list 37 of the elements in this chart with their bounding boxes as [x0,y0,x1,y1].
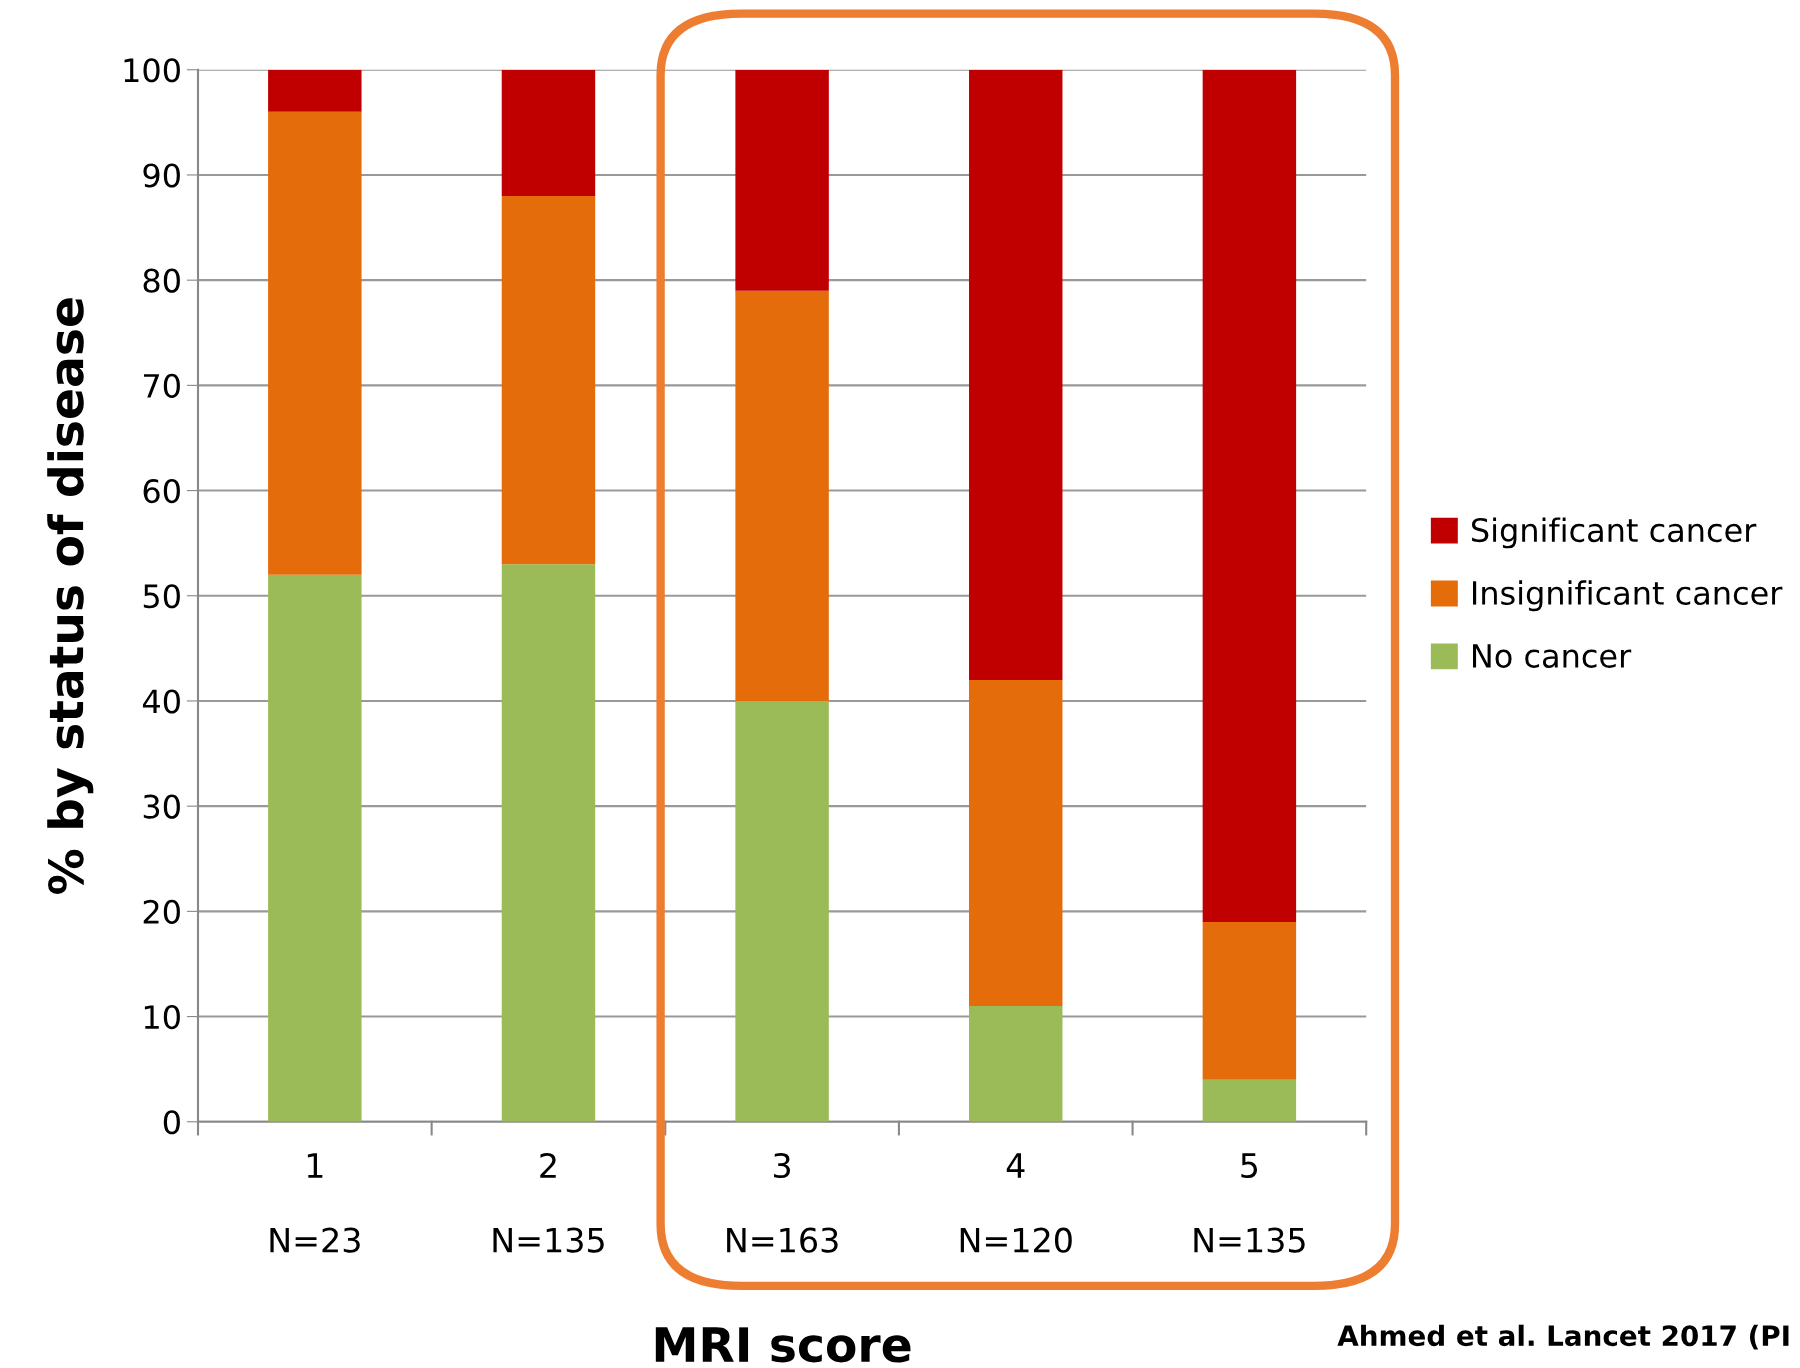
bar [1202,921,1297,1080]
y-tick-label: 90 [143,163,180,188]
legend-label: Insignificant cancer [1473,580,1783,612]
y-tick-label: 40 [142,689,180,714]
bar [268,574,362,1122]
bar [1202,1079,1297,1122]
bar [969,69,1063,680]
bar [735,69,829,291]
y-tick-label: 20 [143,899,180,924]
bar [501,564,596,1122]
legend-label: No cancer [1473,644,1632,668]
bar [1202,69,1297,922]
y-tick-label: 0 [163,1110,180,1135]
bar [268,111,362,575]
bar [969,1006,1063,1122]
y-tick-label: 30 [143,794,180,819]
bar [501,196,596,565]
bar [969,679,1063,1007]
bar [268,69,362,112]
category-label: 1 N=23 [270,1153,360,1253]
text: Ahmed et al. Lancet 2017 (PI [1337,1324,1789,1350]
y-tick-label: 50 [143,584,180,609]
y-tick-label: 80 [143,268,180,293]
x-axis-title: MRI score [655,1327,911,1363]
category-label: 5 N=135 [1194,1153,1305,1253]
bar [501,69,596,197]
category-label: 3 N=163 [727,1152,838,1253]
category-label: 4 N=120 [960,1153,1072,1253]
y-tick-label: 100 [124,58,180,83]
y-axis-title: % by status of disease [47,298,94,895]
y-tick-label: 60 [143,478,180,504]
y-tick-label: 10 [144,1004,180,1030]
bar [735,290,829,701]
y-tick-label: 70 [144,373,180,398]
bar [735,700,829,1122]
legend-label: Significant cancer [1471,517,1757,549]
category-label: 2 N=135 [493,1152,604,1253]
